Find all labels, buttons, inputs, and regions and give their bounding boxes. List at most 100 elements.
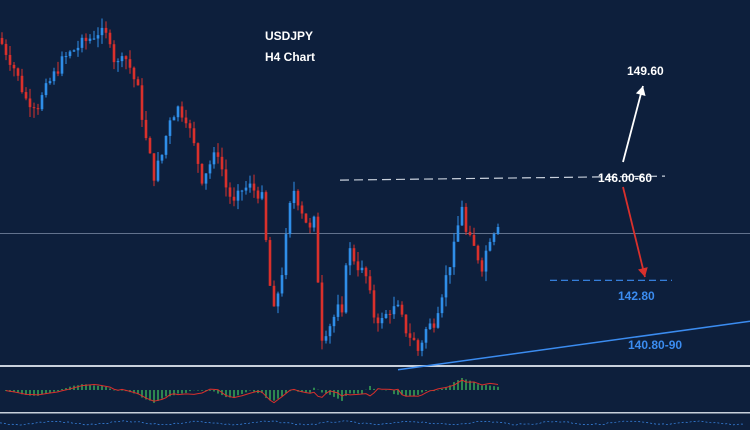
candle-body (24, 92, 28, 99)
candle-body (484, 250, 488, 272)
candle-body (344, 265, 348, 313)
candle-body (384, 313, 388, 319)
candle-body (184, 117, 188, 124)
candle-body (0, 37, 4, 44)
candle-body (232, 196, 236, 201)
candle-body (176, 106, 180, 118)
candle-body (312, 216, 316, 228)
candle-body (236, 190, 240, 201)
candle-body (44, 83, 48, 96)
panel-separator (0, 365, 750, 367)
candle-body (404, 314, 408, 334)
candle-body (152, 153, 156, 181)
candle-body (96, 35, 100, 39)
candle-body (376, 317, 380, 324)
candle-body (268, 240, 272, 286)
projection-down-arrow-head (638, 267, 648, 277)
candle-body (328, 326, 332, 337)
candle-body (452, 241, 456, 268)
candle-body (208, 164, 212, 174)
indicator-panel (0, 378, 745, 426)
candle-body (128, 59, 132, 68)
candle-body (488, 241, 492, 251)
candle-body (172, 117, 176, 121)
candle-body (76, 47, 80, 51)
candle-body (440, 297, 444, 314)
candle-body (316, 216, 320, 283)
candle-body (356, 261, 360, 271)
candle-body (220, 156, 224, 170)
candle-body (480, 260, 484, 272)
candle-body (460, 206, 464, 226)
candle-body (68, 51, 72, 57)
trend-line (397, 320, 750, 371)
candle-body (476, 245, 480, 261)
candle-body (408, 333, 412, 338)
candle-body (472, 235, 476, 246)
lower-oscillator (0, 420, 745, 426)
candle-body (444, 275, 448, 298)
candle-body (80, 37, 84, 48)
candle-body (156, 160, 160, 181)
projection-up-arrow-shaft (622, 85, 644, 163)
resistance-line (339, 175, 666, 181)
candle-body (428, 323, 432, 330)
candle-body (492, 233, 496, 242)
candle-body (124, 56, 128, 60)
candle-body (28, 98, 32, 108)
projection-down-arrow-shaft (622, 186, 646, 278)
candle-body (432, 323, 436, 328)
candle-body (164, 135, 168, 155)
candle-body (240, 190, 244, 192)
candle-body (108, 32, 112, 45)
candle-body (8, 54, 12, 65)
candle-body (468, 231, 472, 236)
signal-line (5, 379, 499, 404)
candle-body (48, 81, 52, 84)
candle-body (348, 248, 352, 266)
candle-body (296, 190, 300, 206)
level-label: 149.60 (627, 64, 664, 78)
candle-body (120, 56, 124, 62)
chart-subtitle: H4 Chart (265, 50, 315, 64)
candle-body (200, 163, 204, 184)
candle-body (224, 169, 228, 188)
candle-body (284, 234, 288, 276)
candle-body (276, 293, 280, 307)
level-label: 146.00-60 (598, 171, 652, 185)
candle-body (420, 342, 424, 351)
candle-body (372, 290, 376, 318)
candle-body (380, 318, 384, 324)
candle-body (212, 152, 216, 165)
candle-body (116, 61, 120, 63)
candle-body (280, 275, 284, 294)
candle-body (132, 67, 136, 80)
candle-body (436, 313, 440, 328)
candle-body (72, 50, 76, 52)
candle-body (204, 173, 208, 184)
candle-body (352, 248, 356, 262)
candle-body (100, 27, 104, 36)
candle-body (16, 68, 20, 76)
candle-body (392, 306, 396, 315)
candle-body (4, 43, 8, 55)
candle-body (332, 316, 336, 327)
candle-body (136, 79, 140, 86)
candle-body (412, 337, 416, 341)
candle-body (112, 44, 116, 63)
panel-separator-2 (0, 412, 750, 414)
projection-up-arrow-head (635, 86, 646, 96)
candle-body (292, 190, 296, 203)
candle-body (148, 138, 152, 154)
candle-body (140, 85, 144, 120)
price-levels (339, 175, 750, 371)
candle-body (56, 71, 60, 74)
candle-body (88, 38, 92, 41)
candle-body (180, 106, 184, 118)
candle-body (416, 340, 420, 351)
candle-body (396, 304, 400, 307)
candle-body (496, 227, 500, 234)
level-label: 142.80 (618, 289, 655, 303)
candle-body (264, 192, 268, 241)
